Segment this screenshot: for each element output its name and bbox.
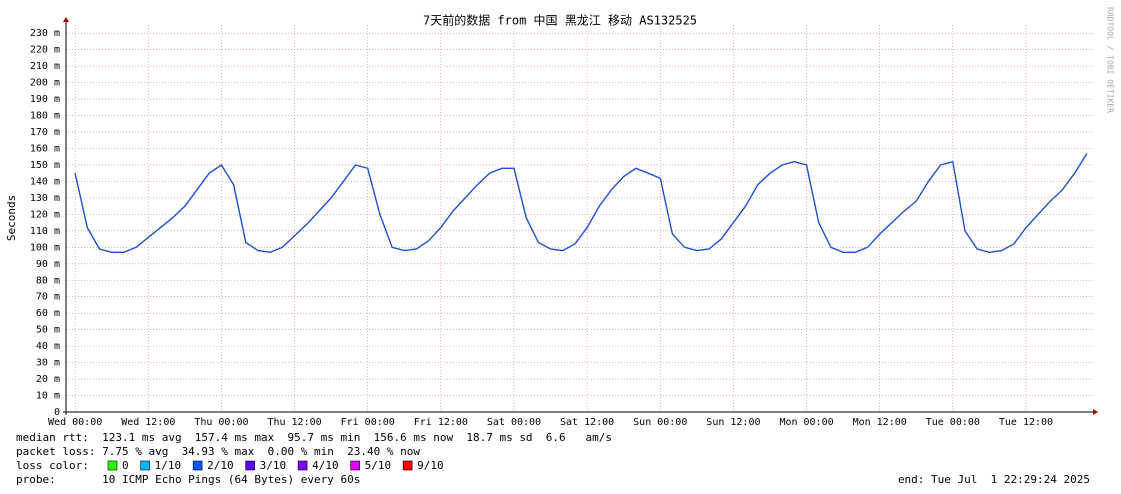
y-axis-title: Seconds bbox=[5, 195, 18, 241]
x-tick-label: Sat 00:00 bbox=[487, 417, 541, 428]
loss-swatch bbox=[350, 460, 360, 471]
y-tick-label: 120 m bbox=[30, 209, 60, 220]
axis-arrow bbox=[1093, 409, 1098, 415]
y-tick-label: 170 m bbox=[30, 127, 60, 138]
x-tick-label: Sun 00:00 bbox=[633, 417, 687, 428]
loss-label: 5/10 bbox=[365, 459, 392, 472]
loss-label: 1/10 bbox=[155, 459, 182, 472]
y-tick-label: 50 m bbox=[36, 325, 60, 336]
x-tick-label: Fri 00:00 bbox=[341, 417, 395, 428]
rtt-line bbox=[74, 153, 1088, 254]
y-tick-label: 80 m bbox=[36, 275, 60, 286]
loss-label: 0 bbox=[122, 459, 129, 472]
loss-swatch bbox=[402, 460, 413, 471]
y-tick-label: 60 m bbox=[36, 308, 60, 319]
x-tick-label: Wed 12:00 bbox=[121, 417, 175, 428]
loss-swatch bbox=[297, 460, 308, 471]
y-tick-label: 140 m bbox=[30, 176, 60, 187]
y-tick-label: 10 m bbox=[36, 391, 60, 402]
loss-label: 3/10 bbox=[260, 459, 287, 472]
loss-label: 4/10 bbox=[312, 459, 339, 472]
x-tick-label: Sat 12:00 bbox=[560, 417, 614, 428]
loss-label: 2/10 bbox=[207, 459, 234, 472]
y-tick-label: 0 bbox=[54, 407, 60, 418]
y-tick-label: 70 m bbox=[36, 292, 60, 303]
x-tick-label: Thu 00:00 bbox=[194, 417, 248, 428]
y-tick-label: 20 m bbox=[36, 374, 60, 385]
y-tick-label: 160 m bbox=[30, 144, 60, 155]
y-tick-label: 100 m bbox=[30, 242, 60, 253]
y-tick-label: 40 m bbox=[36, 341, 60, 352]
x-tick-label: Mon 12:00 bbox=[853, 417, 907, 428]
loss-title: loss color: bbox=[16, 459, 89, 472]
y-tick-label: 190 m bbox=[30, 94, 60, 105]
y-tick-label: 200 m bbox=[30, 78, 60, 89]
y-tick-label: 150 m bbox=[30, 160, 60, 171]
x-tick-label: Fri 12:00 bbox=[414, 417, 468, 428]
x-tick-label: Sun 12:00 bbox=[706, 417, 760, 428]
x-tick-label: Wed 00:00 bbox=[48, 417, 102, 428]
loss-swatch bbox=[140, 460, 150, 471]
loss-swatch bbox=[192, 460, 203, 471]
x-tick-label: Mon 00:00 bbox=[779, 417, 833, 428]
x-tick-label: Tue 00:00 bbox=[926, 417, 980, 428]
stats-line: median rtt: 123.1 ms avg 157.4 ms max 95… bbox=[16, 431, 612, 444]
y-tick-label: 90 m bbox=[36, 259, 60, 270]
watermark: RRDTOOL / TOBI OETIKER bbox=[1106, 7, 1115, 113]
y-tick-label: 210 m bbox=[30, 61, 60, 72]
loss-swatch bbox=[107, 460, 118, 471]
loss-label: 9/10 bbox=[417, 459, 444, 472]
y-tick-label: 30 m bbox=[36, 358, 60, 369]
y-tick-label: 110 m bbox=[30, 226, 60, 237]
stats-line: packet loss: 7.75 % avg 34.93 % max 0.00… bbox=[16, 445, 420, 458]
x-tick-label: Thu 12:00 bbox=[267, 417, 321, 428]
end-time: end: Tue Jul 1 22:29:24 2025 bbox=[898, 473, 1090, 486]
y-tick-label: 180 m bbox=[30, 111, 60, 122]
y-tick-label: 130 m bbox=[30, 193, 60, 204]
probe: probe: 10 ICMP Echo Pings (64 Bytes) eve… bbox=[16, 473, 360, 486]
x-tick-label: Tue 12:00 bbox=[999, 417, 1053, 428]
y-tick-label: 230 m bbox=[30, 28, 60, 39]
loss-swatch bbox=[245, 460, 255, 471]
chart-title: 7天前的数据 from 中国 黑龙江 移动 AS132525 bbox=[423, 13, 697, 28]
y-tick-label: 220 m bbox=[30, 45, 60, 56]
axis-arrow bbox=[63, 17, 69, 22]
